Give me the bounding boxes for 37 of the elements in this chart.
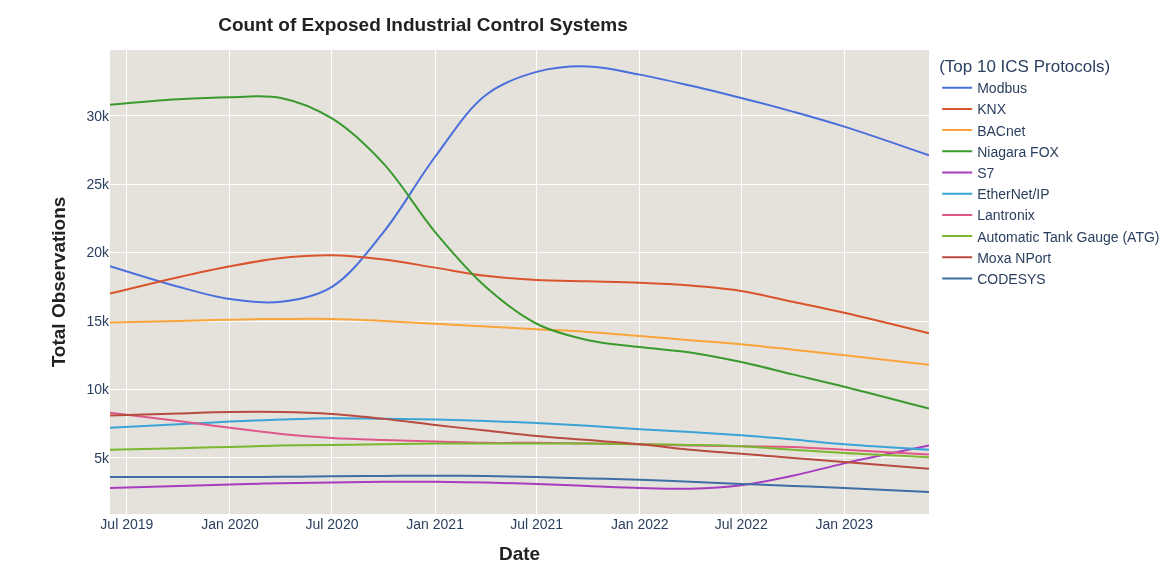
legend-label: Niagara FOX	[977, 143, 1060, 160]
x-tick-label: Jul 2020	[305, 516, 359, 532]
line-series	[110, 444, 929, 490]
x-tick-label: Jul 2022	[714, 516, 768, 532]
legend-label: Lantronix	[977, 207, 1035, 224]
line-series	[110, 317, 929, 366]
legend-label: Modbus	[977, 80, 1027, 97]
line-series	[110, 65, 929, 304]
y-tick-label: 5k	[94, 449, 110, 466]
x-axis-title: Date	[498, 542, 541, 564]
line-series	[110, 410, 929, 470]
x-tick-label: Jan 2023	[815, 516, 874, 532]
legend-label: S7	[977, 164, 995, 181]
legend-label: Automatic Tank Gauge (ATG)	[977, 228, 1160, 245]
y-tick-label: 30k	[86, 107, 110, 124]
legend-label: Moxa NPort	[977, 249, 1052, 266]
x-tick-label: Jul 2021	[510, 516, 564, 532]
line-series	[110, 417, 929, 451]
y-tick-label: 10k	[86, 381, 110, 398]
line-series	[110, 442, 929, 459]
y-tick-label: 20k	[86, 244, 110, 261]
y-axis-title: Total Observations	[48, 196, 70, 368]
line-series	[110, 474, 929, 494]
line-series	[110, 254, 929, 335]
legend-label: KNX	[977, 101, 1007, 118]
x-tick-label: Jan 2021	[406, 516, 465, 532]
y-tick-label: 25k	[86, 176, 110, 193]
line-series	[110, 95, 929, 410]
x-tick-label: Jul 2019	[100, 516, 154, 532]
legend-label: EtherNet/IP	[977, 186, 1050, 203]
chart-title: Count of Exposed Industrial Control Systems	[218, 13, 628, 35]
legend-label: BACnet	[977, 122, 1026, 139]
x-tick-label: Jan 2022	[610, 516, 669, 532]
legend-label: CODESYS	[977, 270, 1046, 287]
x-tick-label: Jan 2020	[201, 516, 259, 532]
y-tick-label: 15k	[86, 312, 110, 329]
legend-title: (Top 10 ICS Protocols)	[939, 57, 1111, 77]
